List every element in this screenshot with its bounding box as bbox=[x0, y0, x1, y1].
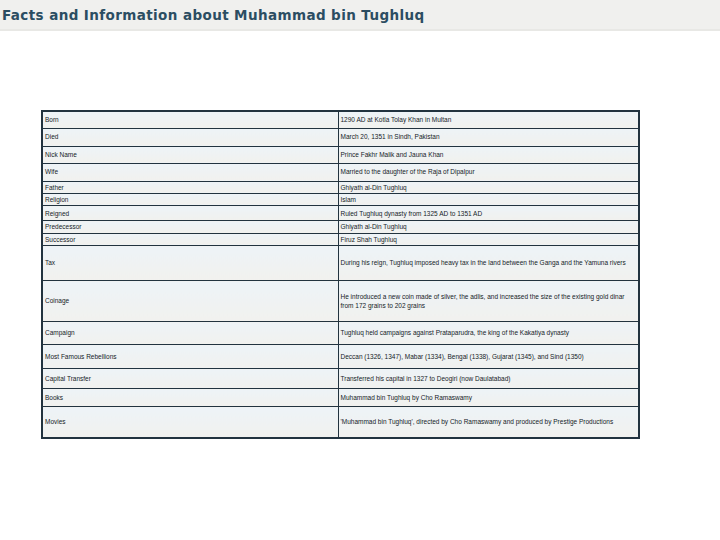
header-band: Facts and Information about Muhammad bin… bbox=[0, 0, 720, 31]
fact-label: Nick Name bbox=[42, 146, 338, 163]
fact-value: Muhammad bin Tughluq by Cho Ramaswamy bbox=[338, 389, 639, 407]
table-row: Reigned Ruled Tughluq dynasty from 1325 … bbox=[42, 206, 639, 221]
fact-label: Successor bbox=[42, 233, 338, 245]
fact-value: He introduced a new coin made of silver,… bbox=[338, 281, 639, 322]
table-row: Died March 20, 1351 in Sindh, Pakistan bbox=[42, 128, 639, 146]
fact-label: Died bbox=[42, 128, 338, 146]
table-row: Born 1290 AD at Kotla Tolay Khan in Mult… bbox=[42, 111, 639, 128]
table-row: Predecessor Ghiyath al-Din Tughluq bbox=[42, 221, 639, 233]
table-row: Capital Transfer Transferred his capital… bbox=[42, 369, 639, 389]
fact-value: During his reign, Tughluq imposed heavy … bbox=[338, 246, 639, 281]
fact-value: Ghiyath al-Din Tughluq bbox=[338, 221, 639, 233]
fact-value: Prince Fakhr Malik and Jauna Khan bbox=[338, 146, 639, 163]
fact-value: Tughluq held campaigns against Prataparu… bbox=[338, 322, 639, 345]
fact-value: Deccan (1326, 1347), Mabar (1334), Benga… bbox=[338, 345, 639, 369]
fact-label: Books bbox=[42, 389, 338, 407]
fact-value: Firuz Shah Tughluq bbox=[338, 233, 639, 245]
fact-label: Tax bbox=[42, 246, 338, 281]
fact-value: Married to the daughter of the Raja of D… bbox=[338, 163, 639, 181]
fact-label: Most Famous Rebellions bbox=[42, 345, 338, 369]
fact-label: Capital Transfer bbox=[42, 369, 338, 389]
table-row: Coinage He introduced a new coin made of… bbox=[42, 281, 639, 322]
fact-value: Islam bbox=[338, 193, 639, 205]
fact-value: Transferred his capital in 1327 to Deogi… bbox=[338, 369, 639, 389]
table-row: Nick Name Prince Fakhr Malik and Jauna K… bbox=[42, 146, 639, 163]
fact-value: Ruled Tughluq dynasty from 1325 AD to 13… bbox=[338, 206, 639, 221]
table-row: Wife Married to the daughter of the Raja… bbox=[42, 163, 639, 181]
fact-label: Predecessor bbox=[42, 221, 338, 233]
table-row: Movies 'Muhammad bin Tughluq', directed … bbox=[42, 407, 639, 438]
fact-value: March 20, 1351 in Sindh, Pakistan bbox=[338, 128, 639, 146]
table-row: Tax During his reign, Tughluq imposed he… bbox=[42, 246, 639, 281]
table-row: Father Ghiyath al-Din Tughluq bbox=[42, 181, 639, 193]
table-row: Religion Islam bbox=[42, 193, 639, 205]
fact-label: Religion bbox=[42, 193, 338, 205]
fact-label: Born bbox=[42, 111, 338, 128]
fact-value: 1290 AD at Kotla Tolay Khan in Multan bbox=[338, 111, 639, 128]
fact-label: Reigned bbox=[42, 206, 338, 221]
fact-label: Coinage bbox=[42, 281, 338, 322]
fact-label: Campaign bbox=[42, 322, 338, 345]
table-row: Most Famous Rebellions Deccan (1326, 134… bbox=[42, 345, 639, 369]
table-row: Books Muhammad bin Tughluq by Cho Ramasw… bbox=[42, 389, 639, 407]
fact-label: Movies bbox=[42, 407, 338, 438]
fact-label: Wife bbox=[42, 163, 338, 181]
fact-value: 'Muhammad bin Tughluq', directed by Cho … bbox=[338, 407, 639, 438]
fact-label: Father bbox=[42, 181, 338, 193]
facts-table: Born 1290 AD at Kotla Tolay Khan in Mult… bbox=[41, 110, 640, 439]
page-title: Facts and Information about Muhammad bin… bbox=[0, 0, 720, 23]
table-row: Campaign Tughluq held campaigns against … bbox=[42, 322, 639, 345]
table-row: Successor Firuz Shah Tughluq bbox=[42, 233, 639, 245]
fact-value: Ghiyath al-Din Tughluq bbox=[338, 181, 639, 193]
